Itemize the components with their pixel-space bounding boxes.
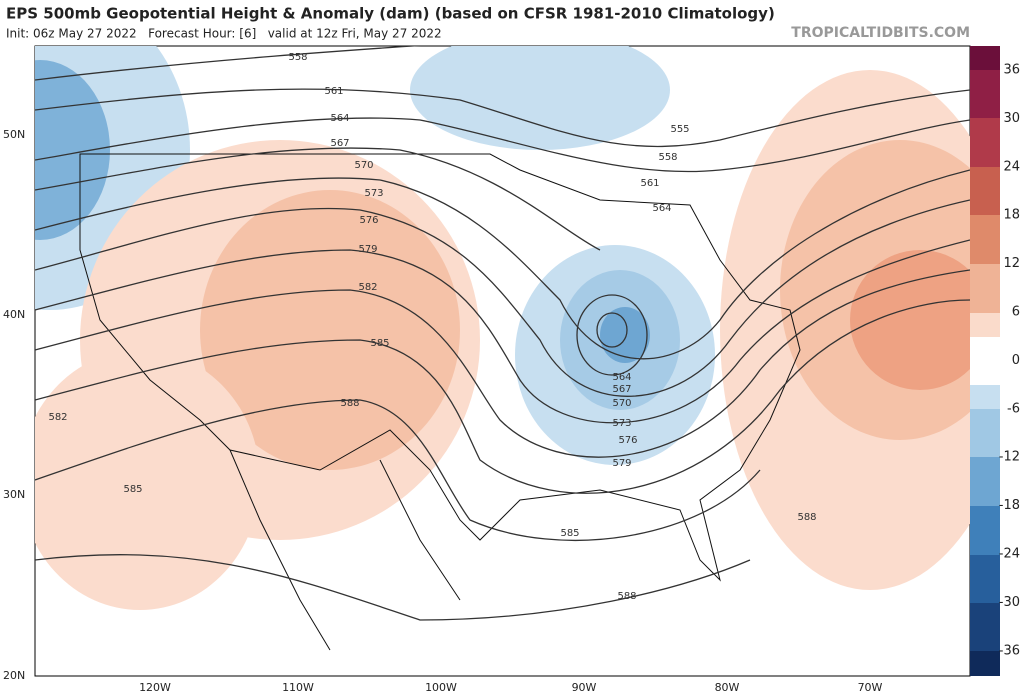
- colorbar-label: 0: [1012, 353, 1020, 368]
- colorbar-swatch: [970, 385, 1000, 409]
- latitude-label: 30N: [3, 488, 25, 501]
- title: EPS 500mb Geopotential Height & Anomaly …: [6, 5, 775, 23]
- contour-label: 579: [612, 458, 631, 469]
- axis-labels: 50N 40N 30N 20N 120W 110W 100W 90W 80W 70W 36 30 24 1…: [3, 63, 1020, 695]
- colorbar-label: -12: [999, 450, 1020, 465]
- longitude-label: 70W: [858, 681, 883, 694]
- contour-label: 579: [358, 244, 377, 255]
- colorbar-swatch: [970, 264, 1000, 313]
- negative-anomaly: [410, 46, 670, 150]
- longitude-label: 100W: [425, 681, 457, 694]
- contour-label: 567: [612, 384, 631, 395]
- contour-label: 573: [612, 418, 631, 429]
- longitude-label: 90W: [572, 681, 597, 694]
- contour-label: 564: [652, 203, 671, 214]
- anomaly-fill: [35, 46, 970, 651]
- colorbar-swatch: [970, 555, 1000, 603]
- map: 558 561 564 567 570 573 576 579 582 585 …: [34, 45, 971, 677]
- borders: [79, 153, 801, 651]
- colorbar-label: -30: [999, 595, 1020, 610]
- contour-label: 561: [324, 86, 343, 97]
- contour-label: 588: [617, 591, 636, 602]
- contour-label: 555: [670, 124, 689, 135]
- contour-label: 585: [123, 484, 142, 495]
- colorbar-swatch: [970, 70, 1000, 118]
- contour-labels: 558 561 564 567 570 573 576 579 582 585 …: [48, 52, 816, 602]
- contour-label: 564: [612, 372, 631, 383]
- positive-anomaly: [35, 350, 260, 610]
- contour-label: 570: [612, 398, 631, 409]
- source: TROPICALTIDBITS.COM: [791, 25, 970, 41]
- colorbar-swatch: [970, 215, 1000, 264]
- longitude-label: 110W: [282, 681, 314, 694]
- latitude-label: 20N: [3, 669, 25, 682]
- colorbar-swatch: [970, 409, 1000, 457]
- longitude-label: 80W: [715, 681, 740, 694]
- colorbar-swatch: [970, 603, 1000, 651]
- colorbar-swatch: [970, 167, 1000, 215]
- contour-label: 582: [48, 412, 67, 423]
- latitude-label: 50N: [3, 128, 25, 141]
- negative-anomaly: [35, 60, 110, 240]
- colorbar-label: -18: [999, 498, 1020, 513]
- height-contours: [35, 46, 970, 621]
- colorbar-label: 12: [1003, 256, 1020, 271]
- colorbar-label: 36: [1003, 63, 1020, 78]
- positive-anomaly: [200, 190, 460, 470]
- contour-label: 561: [640, 178, 659, 189]
- us-outline: [79, 153, 801, 582]
- positive-anomaly: [850, 250, 970, 390]
- contour-label: 576: [359, 215, 378, 226]
- contour-label: 585: [560, 528, 579, 539]
- colorbar-swatch: [970, 651, 1000, 676]
- contour-label: 573: [364, 188, 383, 199]
- contour-label: 570: [354, 160, 373, 171]
- contour-label: 558: [288, 52, 307, 63]
- colorbar-swatch: [970, 118, 1000, 167]
- contour-label: 588: [340, 398, 359, 409]
- contour-label: 576: [618, 435, 637, 446]
- negative-anomaly: [600, 307, 650, 363]
- longitude-label: 120W: [139, 681, 171, 694]
- colorbar-label: 30: [1003, 111, 1020, 126]
- latitude-label: 40N: [3, 308, 25, 321]
- colorbar-swatch: [970, 46, 1000, 70]
- colorbar-label: -24: [999, 547, 1020, 562]
- colorbar-label: -6: [1007, 401, 1020, 416]
- contour-label: 567: [330, 138, 349, 149]
- subtitle: Init: 06z May 27 2022 Forecast Hour: [6]…: [6, 27, 442, 41]
- colorbar-swatch: [970, 337, 1000, 385]
- contour-label: 588: [797, 512, 816, 523]
- colorbar-label: 18: [1003, 208, 1020, 223]
- colorbar: [970, 46, 1000, 676]
- mexico-coast: [229, 449, 461, 651]
- colorbar-swatch: [970, 506, 1000, 555]
- contour-label: 558: [658, 152, 677, 163]
- colorbar-label: -36: [999, 643, 1020, 658]
- colorbar-swatch: [970, 457, 1000, 506]
- contour-label: 582: [358, 282, 377, 293]
- colorbar-swatch: [970, 313, 1000, 337]
- colorbar-label: 24: [1003, 159, 1020, 174]
- contour-label: 564: [330, 113, 349, 124]
- contour-label: 585: [370, 338, 389, 349]
- colorbar-label: 6: [1012, 305, 1020, 320]
